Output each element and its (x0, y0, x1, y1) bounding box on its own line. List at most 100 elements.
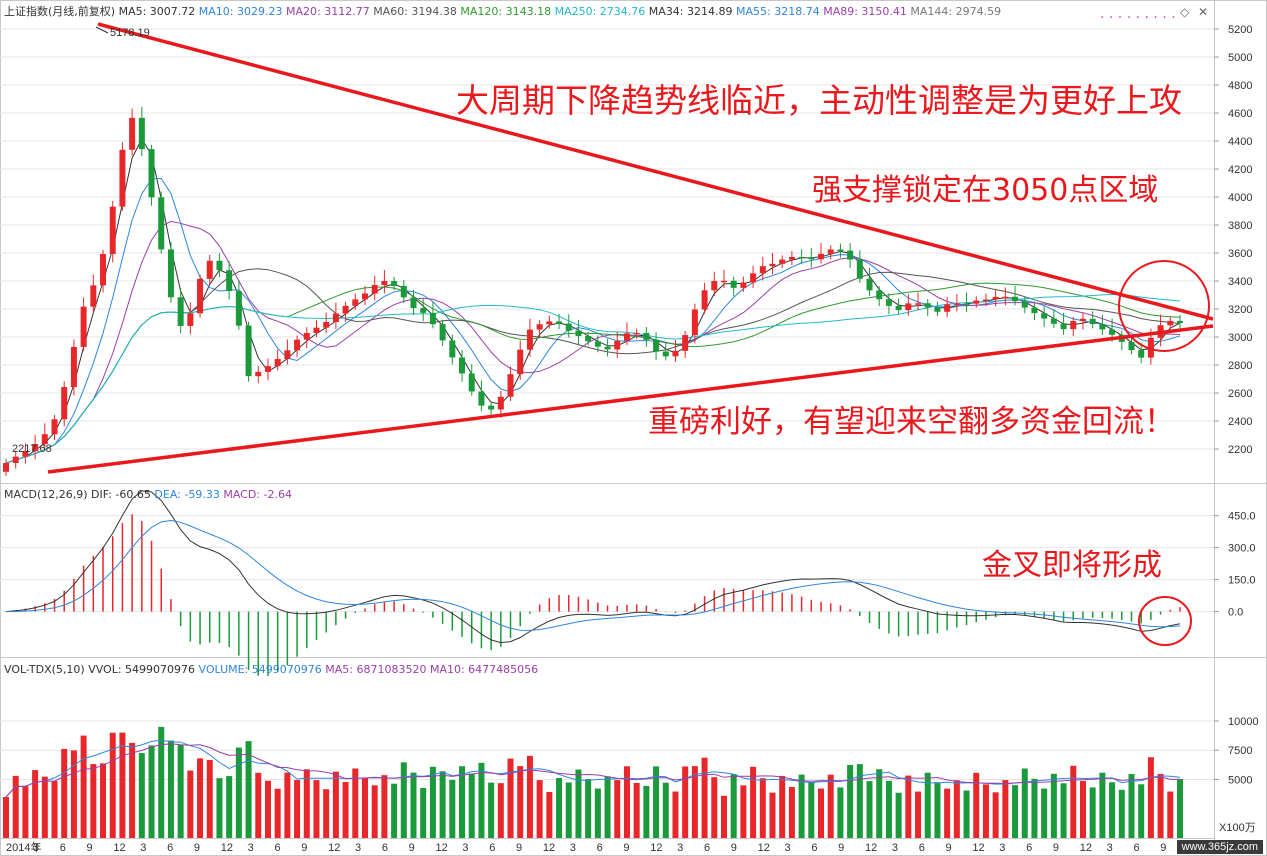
volume-ma10-line (5, 743, 1181, 798)
candle-body (866, 278, 873, 291)
volume-bar (808, 782, 815, 838)
x-tick-label: 12 (865, 842, 877, 854)
volume-bar (575, 769, 582, 838)
volume-bar (400, 762, 407, 838)
candle-body (885, 299, 892, 306)
candle-body (138, 117, 145, 150)
candle-body (1060, 323, 1067, 330)
candle-body (1012, 296, 1019, 302)
candle-body (701, 290, 708, 310)
x-tick-label: 12 (113, 842, 125, 854)
volume-bar (818, 788, 825, 838)
y-tick-label: 3600 (1228, 248, 1252, 260)
panel-title: 上证指数(月线,前复权) (4, 4, 119, 18)
volume-bar (885, 780, 892, 838)
candle-body (206, 260, 213, 279)
volume-bar (1021, 768, 1028, 838)
close-icon[interactable]: ✕ (1198, 5, 1208, 19)
y-tick-label: 10000 (1228, 716, 1259, 728)
volume-bar (866, 781, 873, 838)
volume-bar (517, 766, 524, 838)
volume-bar (148, 745, 155, 838)
volume-bars (3, 726, 1183, 838)
x-tick-label: 9 (838, 842, 844, 854)
candle-body (274, 358, 281, 367)
volume-bar (226, 776, 233, 838)
candle-body (1021, 301, 1028, 308)
candle-body (177, 297, 184, 327)
volume-bar (750, 766, 757, 838)
candle-body (1089, 318, 1096, 325)
candle-body (798, 256, 805, 259)
x-tick-label: 9 (731, 842, 737, 854)
candle-body (691, 309, 698, 336)
diamond-icon[interactable]: ◇ (1180, 5, 1190, 19)
x-tick-label: 3 (33, 842, 39, 854)
candle-body (197, 278, 204, 314)
candle-body (556, 321, 563, 324)
candle-body (391, 281, 398, 286)
candle-body (323, 321, 330, 328)
volume-bar (876, 769, 883, 838)
volume-bar (90, 764, 97, 838)
volume-bar (61, 748, 68, 838)
x-tick-label: 6 (60, 842, 66, 854)
y-axis-ticks: 2200 2400 2600 2800 3000 3200 3400 3600 3800 4000… (1214, 24, 1259, 786)
volume-bar (1089, 787, 1096, 838)
candle-body (119, 149, 126, 207)
volume-bar (80, 735, 87, 838)
volume-bar (197, 758, 204, 838)
volume-bar (614, 780, 621, 838)
volume-bar (594, 788, 601, 838)
volume-bar (1138, 784, 1145, 838)
candle-body (934, 307, 941, 312)
annotation-good-news: 重磅利好，有望迎来空翻多资金回流！ (648, 404, 1175, 440)
indicator-value: VOLUME: 5499070976 (199, 663, 326, 676)
x-tick-label: 3 (355, 842, 361, 854)
x-tick-label: 3 (140, 842, 146, 854)
volume-bar (3, 797, 9, 838)
volume-bar (100, 763, 107, 838)
volume-bar (109, 732, 116, 838)
candle-body (818, 253, 825, 260)
indicator-value: MA120: 3143.18 (460, 5, 554, 18)
indicator-value: MA20: 3112.77 (286, 5, 373, 18)
candle-body (381, 281, 388, 286)
x-tick-label: 3 (999, 842, 1005, 854)
x-tick-label: 9 (409, 842, 415, 854)
x-tick-label: 6 (811, 842, 817, 854)
macd-histogram (14, 514, 1181, 676)
macd-panel-header: MACD(12,26,9) DIF: -60.65 DEA: -59.33 MA… (4, 488, 292, 501)
candle-body (420, 308, 427, 313)
high-price-pointer (95, 26, 109, 34)
candle-body (750, 273, 757, 283)
volume-bar (526, 755, 533, 838)
candle-body (915, 303, 922, 305)
volume-bar (1177, 779, 1183, 838)
x-tick-label: 2014年 (6, 840, 41, 854)
candle-body (905, 303, 912, 311)
indicator-value: MA55: 3218.74 (736, 5, 823, 18)
candle-body (459, 357, 466, 374)
volume-bar (847, 764, 854, 838)
candle-body (284, 350, 291, 359)
indicator-value: VVOL: 5499070976 (88, 663, 198, 676)
candle-body (109, 206, 116, 254)
ma-line-ma20 (5, 220, 1181, 464)
candle-body (808, 257, 815, 260)
volume-bar (798, 774, 805, 838)
candle-body (623, 333, 630, 341)
volume-bar (206, 759, 213, 838)
volume-bar (934, 782, 941, 838)
x-tick-label: 3 (462, 842, 468, 854)
volume-unit-label: X100万 (1219, 822, 1256, 834)
volume-bar (691, 766, 698, 838)
x-tick-label: 9 (194, 842, 200, 854)
candle-body (497, 396, 504, 410)
volume-bar (536, 780, 543, 838)
volume-bar (507, 758, 514, 838)
indicator-value: MA5: 3007.72 (119, 5, 199, 18)
volume-bar (32, 770, 39, 838)
volume-bar (1002, 780, 1009, 838)
